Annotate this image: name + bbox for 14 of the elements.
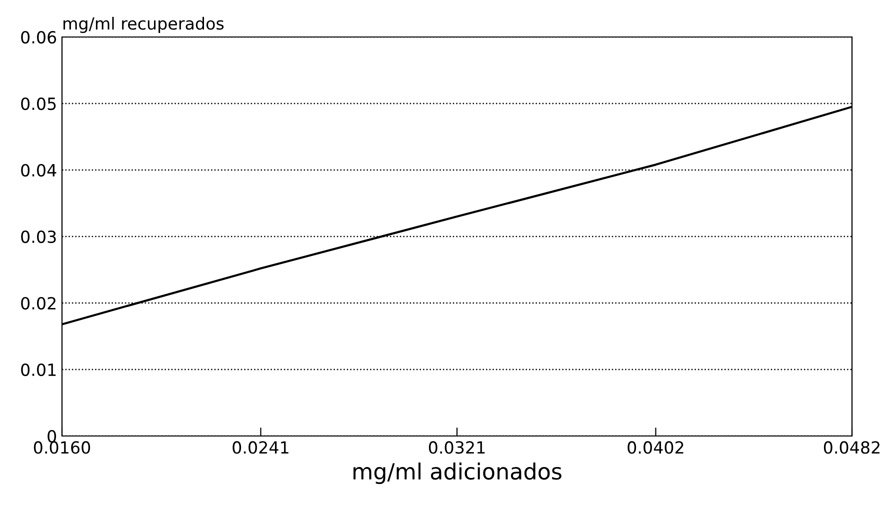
y-axis-title: mg/ml recuperados xyxy=(64,16,224,34)
y-tick-label: 0.05 xyxy=(21,97,56,110)
x-axis-title: mg/ml adicionados xyxy=(354,462,562,484)
x-tick-label: 0.0241 xyxy=(232,441,288,454)
y-tick-label: 0.02 xyxy=(21,296,56,310)
y-tick-label: 0.04 xyxy=(21,164,56,177)
x-tick-label: 0.0160 xyxy=(34,441,90,454)
x-tick-label: 0.0321 xyxy=(428,441,485,454)
y-tick-label: 0.03 xyxy=(21,230,56,244)
y-tick-label: 0 xyxy=(48,430,56,443)
x-tick-label: 0.0402 xyxy=(628,441,684,454)
x-tick-label: 0.0482 xyxy=(824,441,880,454)
y-tick-label: 0.01 xyxy=(21,363,56,376)
y-tick-label: 0.06 xyxy=(21,30,56,44)
